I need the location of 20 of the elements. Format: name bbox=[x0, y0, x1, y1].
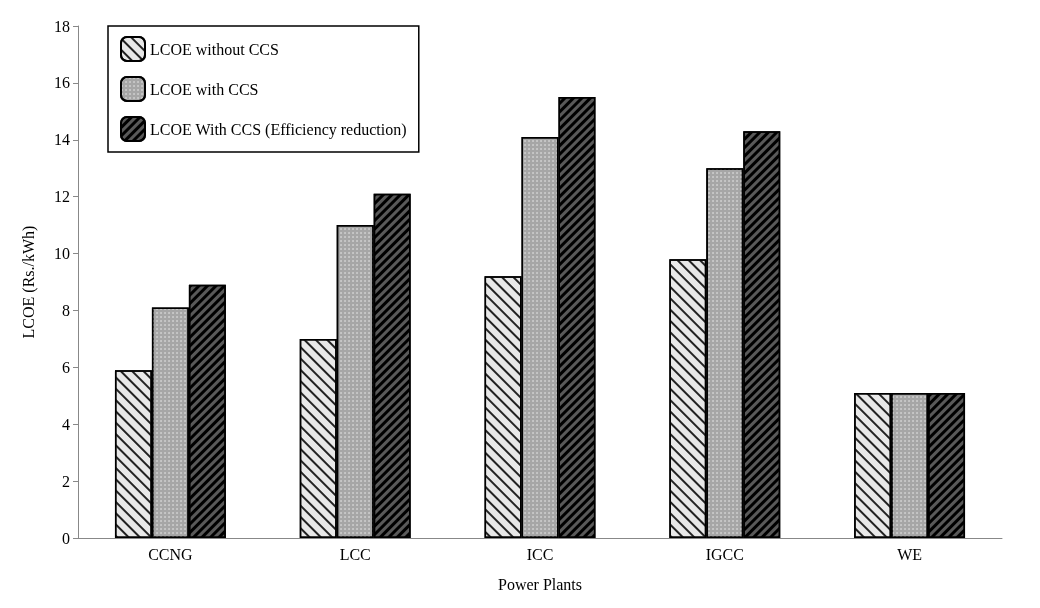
y-tick-label: 12 bbox=[54, 188, 70, 206]
x-tick-label: ICC bbox=[526, 545, 554, 563]
y-tick-label: 4 bbox=[62, 415, 70, 433]
x-tick-label: WE bbox=[897, 545, 923, 563]
y-tick-label: 8 bbox=[62, 301, 70, 319]
y-tick-label: 16 bbox=[54, 74, 70, 92]
y-tick-label: 6 bbox=[62, 358, 70, 376]
legend-label: LCOE without CCS bbox=[150, 40, 279, 58]
y-axis-title: LCOE (Rs./kWh) bbox=[19, 225, 38, 339]
x-axis-title: Power Plants bbox=[498, 575, 582, 593]
y-tick-label: 2 bbox=[62, 472, 70, 490]
y-tick-label: 0 bbox=[62, 529, 70, 547]
y-tick-label: 18 bbox=[54, 17, 70, 35]
legend-label: LCOE with CCS bbox=[150, 80, 259, 98]
x-tick-label: CCNG bbox=[148, 545, 194, 563]
y-tick-label: 14 bbox=[54, 131, 70, 149]
x-tick-label: IGCC bbox=[705, 545, 744, 563]
legend-label: LCOE With CCS (Efficiency reduction) bbox=[150, 120, 407, 139]
x-tick-label: LCC bbox=[339, 545, 371, 563]
y-tick-label: 10 bbox=[54, 245, 70, 263]
